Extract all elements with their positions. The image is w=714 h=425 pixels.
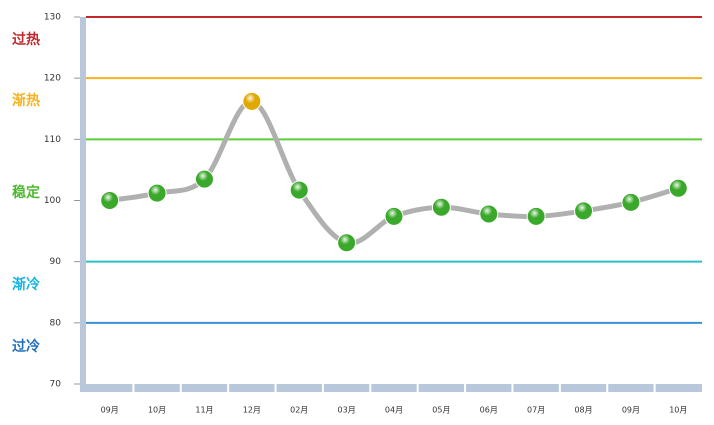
x-tick-label: 09月 bbox=[101, 406, 119, 415]
point-shine bbox=[291, 182, 308, 199]
point-shine bbox=[433, 199, 450, 216]
y-tick-label: 130 bbox=[44, 13, 61, 23]
x-tick-label: 03月 bbox=[338, 406, 356, 415]
point-shine bbox=[622, 194, 639, 211]
y-tick-label: 120 bbox=[44, 74, 61, 84]
point-shine bbox=[528, 208, 545, 225]
zone-label: 过热 bbox=[12, 31, 40, 48]
point-shine bbox=[101, 192, 118, 209]
x-tick-label: 09月 bbox=[622, 406, 640, 415]
x-tick-label: 10月 bbox=[669, 406, 687, 415]
x-tick-label: 05月 bbox=[432, 406, 450, 415]
y-tick-label: 70 bbox=[50, 380, 62, 390]
point-shine bbox=[149, 185, 166, 202]
x-axis bbox=[86, 384, 702, 392]
x-tick-label: 07月 bbox=[527, 406, 545, 415]
zone-label: 渐热 bbox=[12, 92, 40, 109]
x-tick-label: 12月 bbox=[243, 406, 261, 415]
point-shine bbox=[386, 208, 402, 225]
point-shine bbox=[670, 180, 687, 197]
point-shine bbox=[575, 202, 592, 219]
x-tick-label: 02月 bbox=[290, 406, 308, 415]
x-tick-label: 06月 bbox=[480, 406, 498, 415]
x-tick-label: 11月 bbox=[195, 406, 213, 415]
y-tick-label: 110 bbox=[44, 135, 61, 145]
point-shine bbox=[196, 171, 213, 188]
point-shine bbox=[338, 234, 355, 251]
x-tick-label: 04月 bbox=[385, 406, 403, 415]
zone-label: 稳定 bbox=[12, 184, 40, 201]
y-tick-label: 90 bbox=[50, 257, 62, 267]
point-shine bbox=[480, 205, 497, 222]
y-tick-label: 100 bbox=[44, 196, 61, 206]
zone-label: 过冷 bbox=[12, 338, 40, 355]
y-axis bbox=[80, 17, 86, 392]
zone-label: 渐冷 bbox=[12, 276, 40, 293]
x-tick-label: 08月 bbox=[574, 406, 592, 415]
point-shine bbox=[243, 93, 260, 110]
y-tick-label: 80 bbox=[50, 318, 62, 328]
x-tick-label: 10月 bbox=[148, 406, 166, 415]
